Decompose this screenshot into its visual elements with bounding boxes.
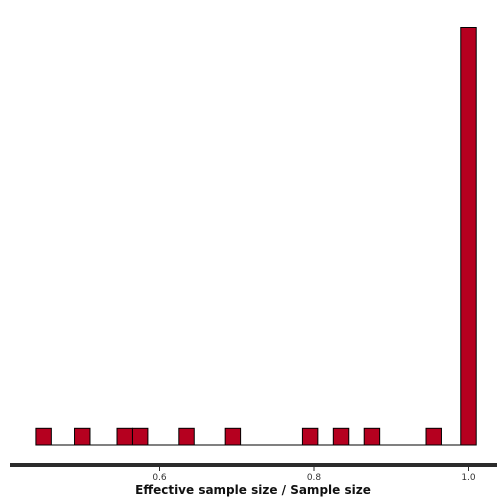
x-tick-label-3: 1.0 [461,473,476,483]
x-tick-label-1: 0.6 [152,473,167,483]
histogram-bar-9 [363,427,381,446]
histogram-bar-11 [460,27,477,446]
x-axis-title: Effective sample size / Sample size [135,483,371,497]
histogram-bar-3 [116,427,133,446]
histogram-bar-5 [178,427,195,446]
x-tick-label-2: 0.8 [307,473,322,483]
bar-group [35,27,477,446]
histogram-bar-10 [425,427,442,446]
histogram-bar-2 [74,427,91,446]
histogram-bar-1 [35,427,52,446]
histogram-bar-6 [224,427,242,446]
histogram-bar-4 [131,427,149,446]
histogram-bar-7 [301,427,319,446]
x-axis-ticks: 0.6 0.8 1.0 [152,467,476,483]
histogram-bar-8 [332,427,350,446]
